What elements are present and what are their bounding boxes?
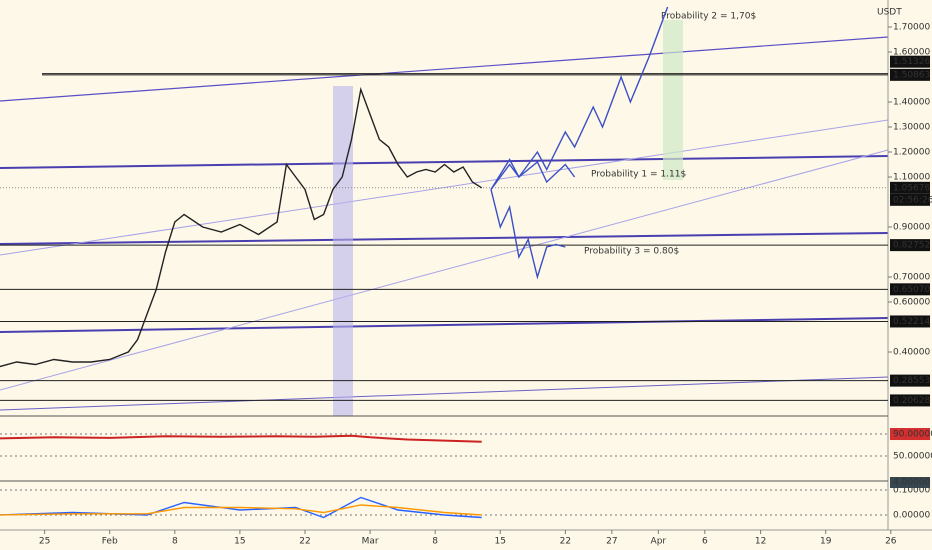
level-label: 1.51326 — [893, 57, 930, 67]
target-box — [663, 20, 683, 180]
y-tick-label: 0.10000 — [893, 486, 930, 496]
x-tick-label: 25 — [39, 537, 50, 547]
level-label: 0.28553 — [893, 376, 930, 386]
y-tick-label: 1.10000 — [893, 173, 930, 183]
y-tick-label: 0.60000 — [893, 298, 930, 308]
x-tick-label: 6 — [702, 537, 708, 547]
x-tick-label: 8 — [172, 537, 178, 547]
y-tick-label: 0.90000 — [893, 223, 930, 233]
series-line — [0, 86, 483, 368]
y-tick-label: 1.30000 — [893, 123, 930, 133]
y-tick-label: 1.40000 — [893, 98, 930, 108]
label-badge — [890, 68, 930, 81]
y-tick-label: 1.20000 — [893, 148, 930, 158]
label-badge — [890, 428, 930, 441]
y-tick-label: 0.00000 — [893, 511, 930, 521]
channel-line — [0, 149, 889, 391]
label-badge — [890, 239, 930, 252]
trend-line — [0, 376, 889, 411]
x-tick-label: Apr — [651, 537, 667, 547]
label-badge — [890, 55, 930, 68]
annotation: Probability 3 = 0.80$ — [584, 247, 679, 257]
trend-line — [0, 232, 889, 245]
level-label: 1.05676 — [893, 183, 930, 193]
level-label: 0.20628 — [893, 396, 930, 406]
x-tick-label: 22 — [299, 537, 310, 547]
level-label: 0.65070 — [893, 285, 930, 295]
x-tick-label: 22 — [560, 537, 571, 547]
countdown: 02:56:26 — [893, 195, 932, 205]
series-line — [490, 160, 576, 190]
series-line — [0, 434, 482, 443]
label-badge — [890, 193, 930, 206]
label-badge — [890, 181, 930, 194]
trend-line — [0, 36, 889, 102]
trend-line — [0, 155, 889, 169]
series-line — [490, 189, 566, 280]
x-tick-label: 15 — [234, 537, 245, 547]
label-badge — [890, 394, 930, 407]
y-tick-label: 90.00000 — [893, 430, 932, 440]
label-badge — [890, 477, 930, 488]
x-tick-label: Mar — [362, 537, 379, 547]
y-tick-label: 1.70000 — [893, 23, 930, 33]
unit-label: USDT — [877, 8, 902, 18]
x-tick-label: 27 — [606, 537, 617, 547]
trend-line — [0, 317, 889, 333]
y-tick-label: 1.60000 — [893, 48, 930, 58]
series-line — [0, 504, 482, 516]
annotation: Probability 1 = 1.11$ — [591, 170, 686, 180]
level-label: 1.50863 — [893, 70, 930, 80]
x-tick-label: 26 — [885, 537, 897, 547]
x-tick-label: 19 — [820, 537, 832, 547]
label-badge — [890, 283, 930, 296]
x-tick-label: 15 — [495, 537, 506, 547]
x-tick-label: 8 — [432, 537, 438, 547]
x-tick-label: 12 — [755, 537, 766, 547]
label-badge — [890, 315, 930, 328]
range-box — [333, 86, 353, 416]
label-badge — [890, 374, 930, 387]
pane-badge: 4.00000 — [893, 478, 930, 488]
annotation: Probability 2 = 1,70$ — [661, 12, 756, 22]
y-tick-label: 0.40000 — [893, 348, 930, 358]
x-tick-label: Feb — [102, 537, 118, 547]
level-label: 0.82752 — [893, 241, 930, 251]
y-tick-label: 0.70000 — [893, 273, 930, 283]
level-label: 0.52214 — [893, 317, 930, 327]
y-tick-label: 50.00000 — [893, 452, 932, 462]
